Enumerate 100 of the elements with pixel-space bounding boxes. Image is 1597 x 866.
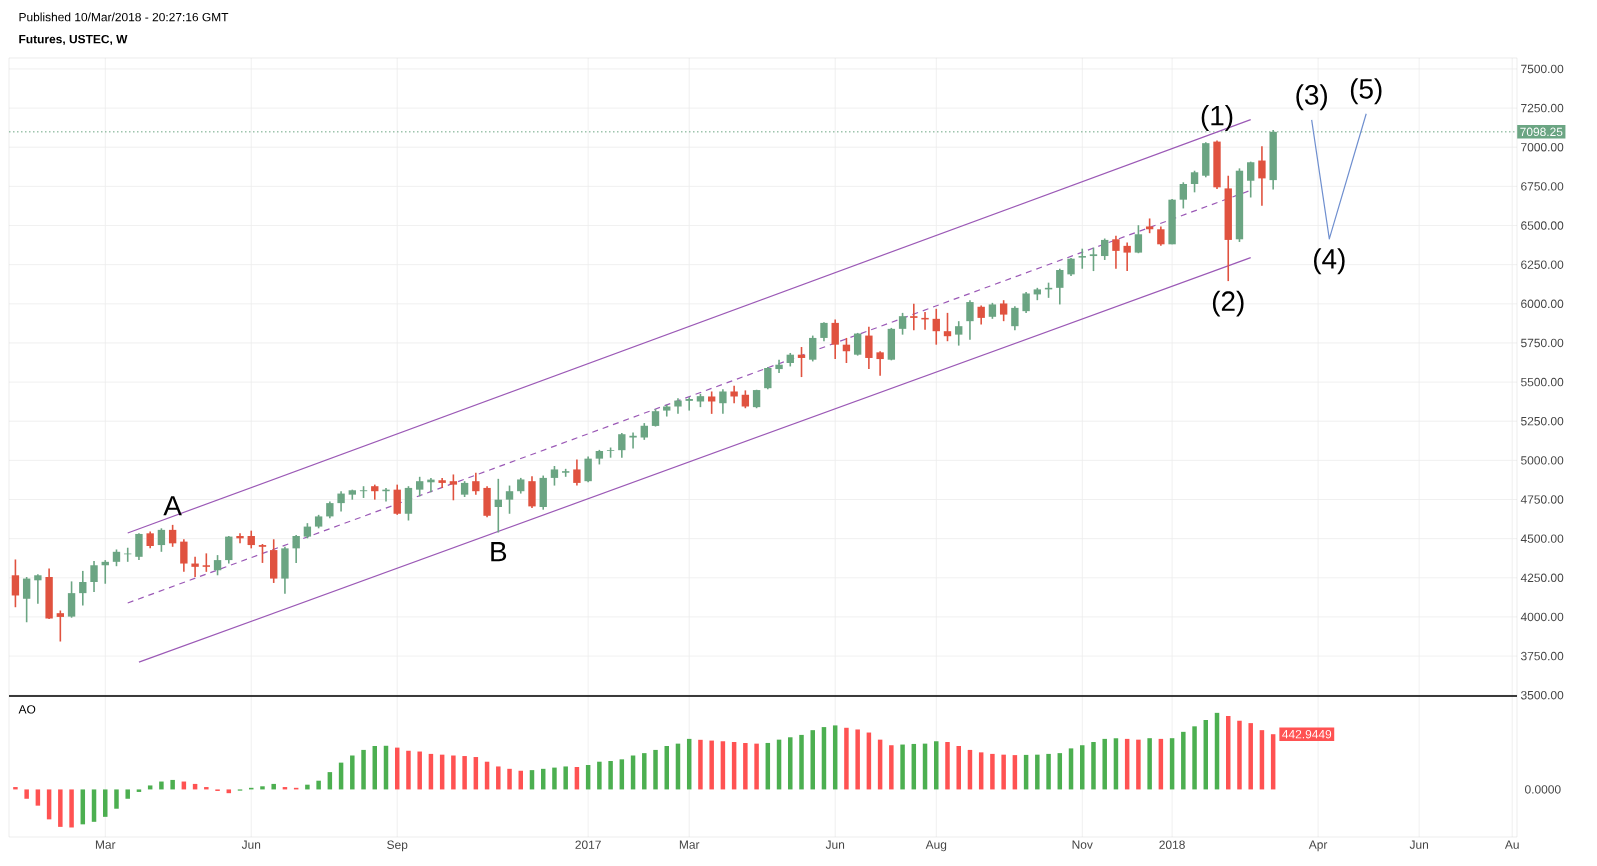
annotation: (1) bbox=[1201, 105, 1233, 131]
candlestick bbox=[955, 320, 963, 347]
bar bbox=[69, 789, 74, 828]
candlestick bbox=[629, 431, 637, 450]
y-tick-label: 7250.00 bbox=[1521, 103, 1564, 113]
bar bbox=[844, 727, 849, 790]
annotation: 442.9449 bbox=[1282, 729, 1332, 739]
bar bbox=[305, 784, 310, 790]
bar bbox=[945, 742, 950, 790]
bar bbox=[754, 743, 759, 790]
bar bbox=[1102, 738, 1107, 790]
bar bbox=[114, 789, 119, 809]
bar bbox=[608, 761, 613, 790]
x-tick-label: Jun bbox=[241, 840, 261, 849]
candlestick bbox=[292, 534, 300, 564]
candlestick bbox=[505, 484, 514, 515]
bar bbox=[406, 750, 411, 790]
candlestick bbox=[943, 312, 952, 343]
x-tick-label: Mar bbox=[679, 840, 700, 849]
text: 0.0000 bbox=[1525, 785, 1561, 794]
bar bbox=[316, 780, 321, 790]
candlestick bbox=[1056, 267, 1064, 306]
candlestick bbox=[932, 308, 940, 346]
y-tick-label: 6250.00 bbox=[1521, 260, 1564, 269]
x-tick-label: Jun bbox=[825, 840, 845, 849]
candlestick bbox=[202, 552, 211, 573]
annotation: (4) bbox=[1314, 248, 1345, 275]
bar bbox=[552, 767, 557, 790]
bar bbox=[1136, 739, 1141, 790]
candlestick bbox=[910, 303, 918, 332]
candlestick bbox=[1067, 257, 1075, 277]
x-tick-label: Jun bbox=[1409, 840, 1429, 849]
bar bbox=[1091, 742, 1096, 790]
candlestick bbox=[966, 299, 974, 341]
bar bbox=[91, 789, 97, 822]
bar bbox=[226, 789, 232, 794]
chart-title: Futures, USTEC, W bbox=[19, 34, 128, 46]
bar bbox=[350, 755, 355, 790]
x-tick-label: Apr bbox=[1308, 840, 1328, 852]
y-tick-label: 4500.00 bbox=[1520, 534, 1564, 543]
bar bbox=[990, 753, 995, 790]
bar bbox=[653, 749, 658, 790]
bar bbox=[788, 737, 793, 790]
bar bbox=[58, 789, 63, 827]
bar bbox=[125, 789, 130, 799]
candlestick bbox=[764, 366, 772, 390]
x-tick-label: 2018 bbox=[1159, 840, 1185, 849]
candlestick bbox=[1190, 169, 1199, 194]
x-tick-label: 2017 bbox=[575, 840, 601, 849]
y-tick-label: 5750.00 bbox=[1521, 338, 1564, 348]
bar bbox=[103, 789, 108, 817]
candlestick bbox=[707, 390, 716, 415]
candlestick bbox=[999, 299, 1008, 322]
y-tick-label: 6500.00 bbox=[1521, 221, 1564, 230]
candlestick bbox=[1078, 247, 1086, 270]
candlestick bbox=[831, 318, 839, 360]
candlestick bbox=[213, 554, 222, 577]
candlestick bbox=[1134, 224, 1143, 255]
bar bbox=[451, 755, 456, 790]
candlestick bbox=[34, 573, 42, 605]
x-tick-label: Nov bbox=[1072, 840, 1093, 849]
y-tick-label: 4250.00 bbox=[1520, 573, 1564, 583]
bar bbox=[496, 766, 501, 790]
bar bbox=[1192, 726, 1197, 790]
candlestick bbox=[719, 388, 727, 415]
chart-title: AO bbox=[18, 705, 36, 714]
y-tick-label: 6750.00 bbox=[1521, 182, 1564, 191]
bar bbox=[709, 740, 714, 790]
candlestick bbox=[865, 326, 873, 370]
bar bbox=[24, 789, 29, 799]
x-tick-label: Au bbox=[1504, 840, 1519, 849]
candlestick bbox=[11, 558, 20, 609]
y-tick-label: 6000.00 bbox=[1521, 299, 1564, 309]
bar bbox=[271, 783, 276, 790]
bar bbox=[889, 745, 894, 790]
x-tick-label: Aug bbox=[925, 840, 947, 852]
annotation: (3) bbox=[1296, 84, 1327, 111]
candlestick bbox=[1247, 160, 1255, 199]
candlestick bbox=[876, 350, 884, 377]
candlestick bbox=[494, 478, 502, 534]
bar bbox=[563, 766, 568, 790]
bar bbox=[417, 751, 422, 790]
bar bbox=[204, 787, 209, 790]
annotation: (5) bbox=[1350, 78, 1382, 105]
candlestick bbox=[853, 332, 862, 357]
x-tick-label: Mar bbox=[95, 840, 116, 849]
bar bbox=[900, 744, 905, 790]
candlestick bbox=[1112, 235, 1120, 270]
bar bbox=[1248, 723, 1253, 790]
candlestick bbox=[820, 321, 828, 343]
y-tick-label: 4750.00 bbox=[1520, 495, 1564, 504]
bar bbox=[799, 734, 804, 790]
candlestick bbox=[550, 465, 559, 487]
bar bbox=[1080, 745, 1085, 790]
bar bbox=[698, 739, 703, 790]
candlestick bbox=[22, 576, 31, 624]
bar bbox=[159, 781, 164, 790]
candlestick bbox=[1011, 305, 1019, 332]
bar bbox=[743, 743, 748, 790]
bar bbox=[810, 730, 815, 790]
